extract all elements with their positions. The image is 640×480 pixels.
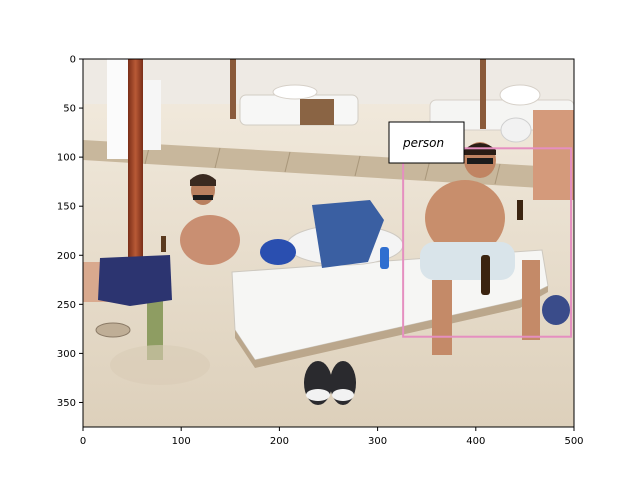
person-label: person: [402, 136, 444, 150]
x-tick-label: 300: [368, 436, 387, 447]
y-tick-label: 300: [57, 349, 76, 360]
x-axis: 0 100 200 300 400 500: [80, 427, 584, 447]
y-axis: 0 50 100 150 200 250 300 350: [57, 55, 83, 409]
x-tick-label: 400: [466, 436, 485, 447]
beach-photo: [83, 59, 574, 427]
y-tick-label: 100: [57, 153, 76, 164]
label-box: [388, 121, 465, 164]
y-tick-label: 350: [57, 398, 76, 409]
y-tick-label: 250: [57, 300, 76, 311]
person-bounding-box: [402, 147, 573, 338]
y-tick-label: 150: [57, 202, 76, 213]
y-tick-label: 200: [57, 251, 76, 262]
axes-frame: [82, 58, 575, 428]
x-tick-label: 500: [564, 436, 583, 447]
annotation-layer: person: [388, 121, 573, 338]
y-tick-label: 0: [70, 55, 76, 66]
x-tick-label: 100: [172, 436, 191, 447]
y-tick-label: 50: [63, 104, 76, 115]
x-tick-label: 0: [80, 436, 86, 447]
x-tick-label: 200: [270, 436, 289, 447]
